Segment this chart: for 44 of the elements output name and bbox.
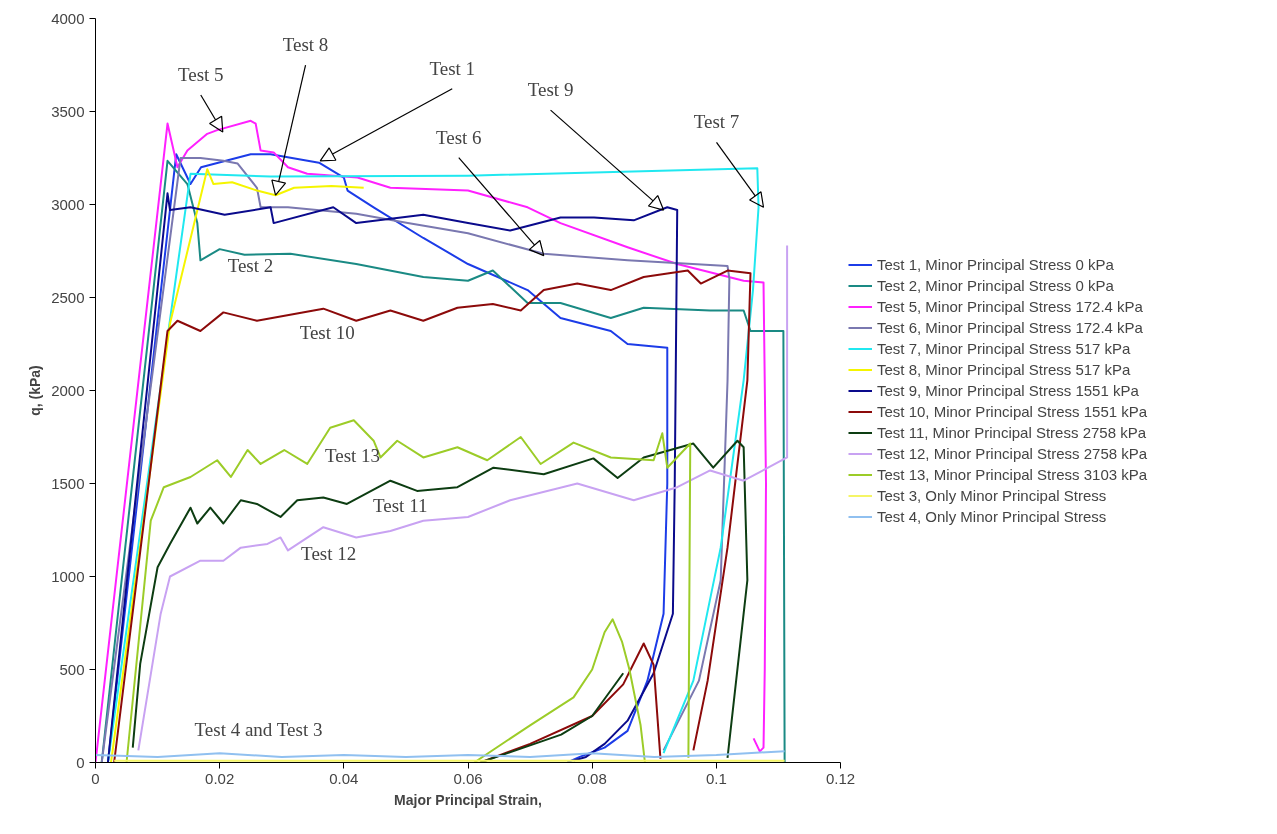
legend-label: Test 9, Minor Principal Stress 1551 kPa	[877, 381, 1139, 399]
legend-label: Test 6, Minor Principal Stress 172.4 kPa	[877, 318, 1143, 336]
annotation: Test 6	[435, 126, 482, 148]
legend-label: Test 2, Minor Principal Stress 0 kPa	[877, 276, 1114, 294]
y-tick-label: 3000	[51, 195, 85, 213]
y-tick-label: 2500	[51, 288, 85, 306]
annotation: Test 1	[429, 57, 476, 79]
legend-label: Test 10, Minor Principal Stress 1551 kPa	[877, 402, 1148, 420]
x-tick-label: 0.1	[705, 769, 727, 787]
annotation: Test 2	[227, 255, 274, 277]
annotation: Test 13	[324, 444, 381, 466]
y-tick-label: 1000	[51, 567, 85, 585]
legend-label: Test 1, Minor Principal Stress 0 kPa	[877, 255, 1114, 273]
x-tick-label: 0.04	[329, 769, 359, 787]
legend-label: Test 13, Minor Principal Stress 3103 kPa	[877, 465, 1148, 483]
legend-label: Test 8, Minor Principal Stress 517 kPa	[877, 360, 1131, 378]
x-tick-label: 0.08	[577, 769, 607, 787]
x-axis-title: Major Principal Strain,	[394, 791, 542, 808]
x-tick-label: 0.06	[453, 769, 483, 787]
y-tick-label: 2000	[51, 381, 85, 399]
annotation: Test 4 and Test 3	[194, 719, 323, 741]
y-tick-label: 1500	[51, 474, 85, 492]
annotation: Test 11	[372, 495, 428, 517]
y-tick-label: 500	[59, 660, 85, 678]
y-tick-label: 3500	[51, 102, 85, 120]
legend-label: Test 11, Minor Principal Stress 2758 kPa	[877, 423, 1147, 441]
y-axis-title: q, (kPa)	[27, 365, 44, 416]
annotation: Test 10	[299, 321, 355, 343]
legend-label: Test 3, Only Minor Principal Stress	[877, 486, 1107, 504]
annotation: Test 9	[527, 79, 574, 101]
annotation: Test 12	[301, 542, 357, 564]
legend-label: Test 7, Minor Principal Stress 517 kPa	[877, 339, 1131, 357]
legend-label: Test 4, Only Minor Principal Stress	[877, 507, 1107, 525]
x-tick-label: 0.02	[205, 769, 235, 787]
y-tick-label: 0	[76, 753, 85, 771]
y-tick-label: 4000	[51, 9, 85, 27]
annotation: Test 8	[282, 34, 329, 56]
legend-label: Test 12, Minor Principal Stress 2758 kPa	[877, 444, 1148, 462]
annotation: Test 7	[693, 111, 740, 133]
x-tick-label: 0	[91, 769, 100, 787]
legend-label: Test 5, Minor Principal Stress 172.4 kPa	[877, 297, 1143, 315]
annotation: Test 5	[177, 63, 224, 85]
x-tick-label: 0.12	[825, 769, 856, 787]
line-series	[137, 244, 789, 752]
